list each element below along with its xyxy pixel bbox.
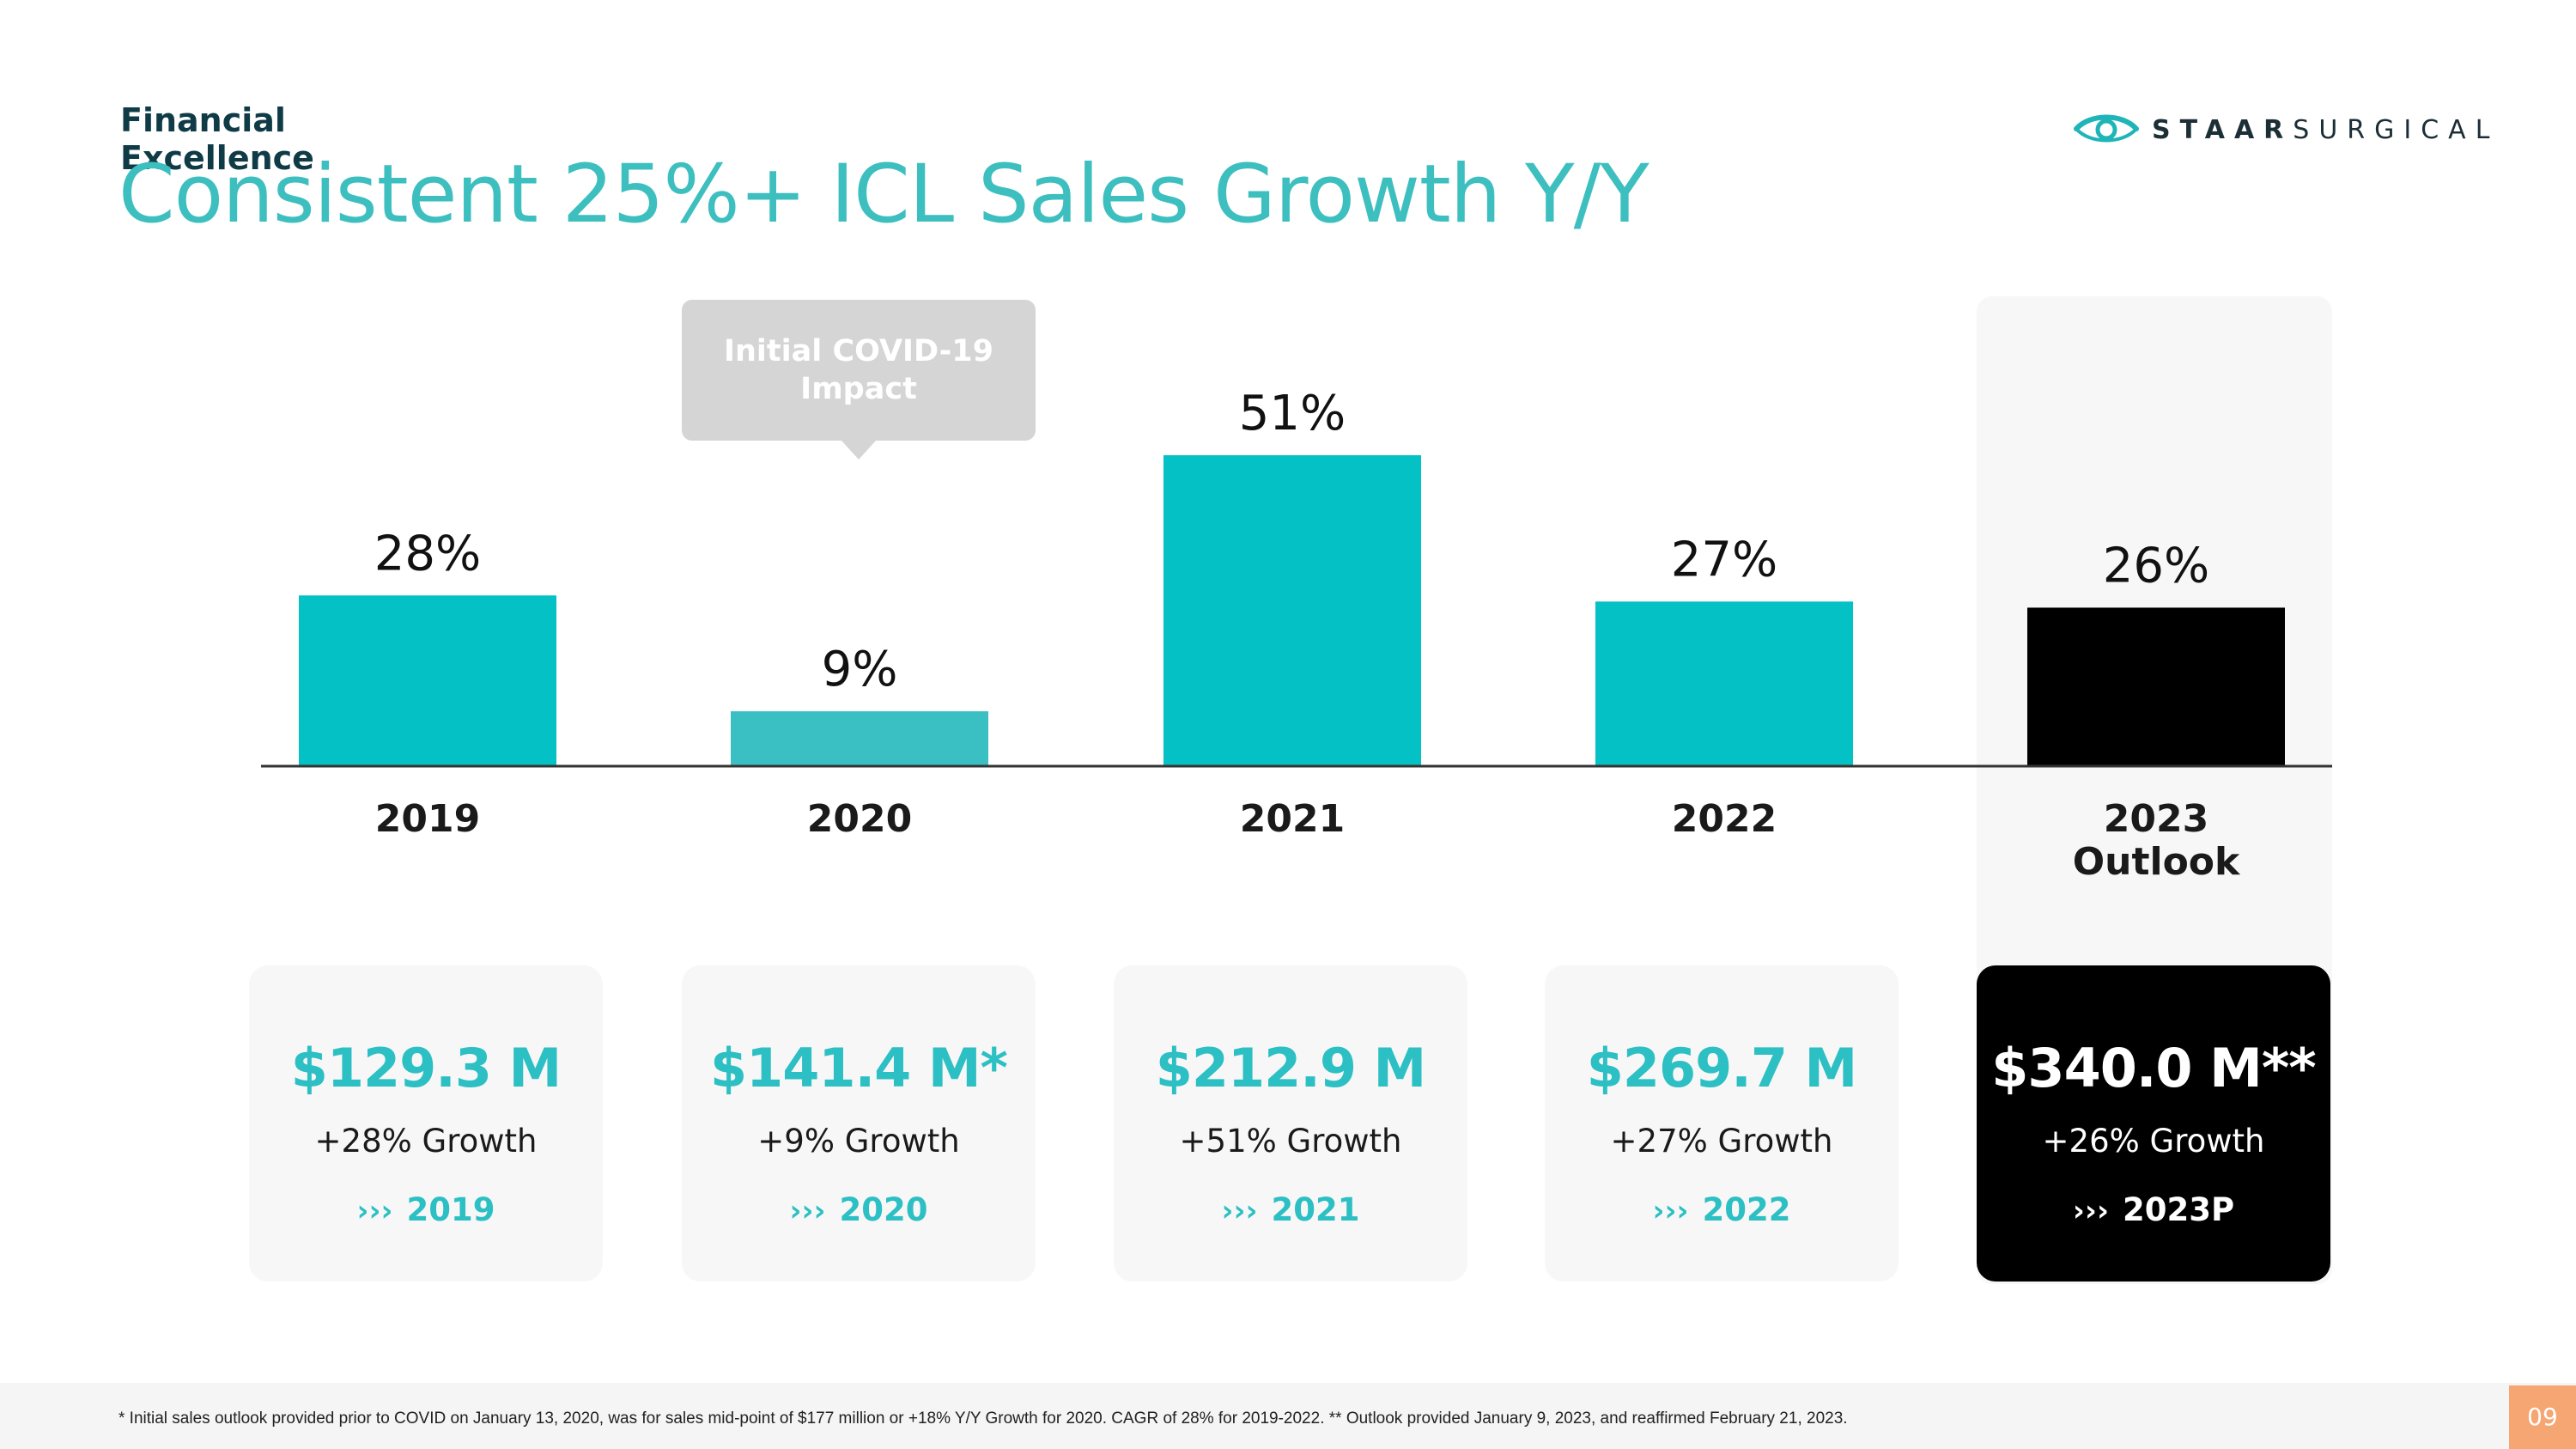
chevrons-icon: ›››: [789, 1194, 826, 1228]
bar-value-label: 28%: [374, 526, 481, 581]
category-label: Outlook: [2073, 840, 2241, 884]
bar-2021: [1163, 455, 1421, 766]
category-label: 2021: [1240, 797, 1345, 841]
card-growth: +27% Growth: [1610, 1123, 1833, 1160]
eye-logo-icon: [2074, 114, 2139, 143]
bar-2019: [299, 595, 556, 766]
revenue-card-2019: $129.3 M +28% Growth ››› 2019: [249, 965, 603, 1282]
section-label: Financial Excellence: [120, 101, 314, 177]
covid-impact-callout: Initial COVID-19 Impact: [682, 300, 1036, 460]
page-number: 09: [2509, 1385, 2576, 1449]
company-logo: STAARSURGICAL: [2073, 110, 2499, 149]
card-amount: $212.9 M: [1155, 1037, 1427, 1099]
bar-value-label: 51%: [1239, 386, 1346, 441]
bar-value-label: 9%: [822, 642, 898, 697]
bar-2022: [1595, 601, 1853, 766]
chevrons-icon: ›››: [356, 1194, 393, 1228]
page-title: Consistent 25%+ ICL Sales Growth Y/Y: [118, 148, 1649, 241]
bar-2020: [731, 711, 988, 766]
card-growth: +26% Growth: [2042, 1123, 2265, 1160]
card-year-link[interactable]: ››› 2021: [1221, 1191, 1360, 1228]
growth-bar-chart: 28% 2019 9% 2020 51% 2021 27% 2022 26% 2023Outloo…: [261, 386, 2332, 884]
category-label: 2020: [807, 797, 912, 841]
callout-text: Initial COVID-19 Impact: [723, 334, 993, 406]
card-year-link[interactable]: ››› 2020: [789, 1191, 928, 1228]
card-growth: +9% Growth: [757, 1123, 960, 1160]
chevrons-icon: ›››: [1652, 1194, 1689, 1228]
revenue-card-2020: $141.4 M* +9% Growth ››› 2020: [682, 965, 1036, 1282]
chevrons-icon: ›››: [2072, 1194, 2109, 1228]
card-amount: $269.7 M: [1586, 1037, 1858, 1099]
card-year-link[interactable]: ››› 2019: [356, 1191, 495, 1228]
category-label: 2023: [2104, 797, 2208, 841]
category-label: 2019: [375, 797, 480, 841]
bar-2023: [2027, 607, 2285, 766]
card-growth: +28% Growth: [314, 1123, 538, 1160]
revenue-card-2023: $340.0 M** +26% Growth ››› 2023P: [1977, 965, 2330, 1282]
card-amount: $340.0 M**: [1991, 1037, 2316, 1099]
card-amount: $129.3 M: [290, 1037, 562, 1099]
bar-value-label: 27%: [1671, 532, 1777, 588]
footnote: * Initial sales outlook provided prior t…: [118, 1409, 1848, 1428]
logo-wordmark: STAARSURGICAL: [2152, 114, 2500, 145]
card-growth: +51% Growth: [1179, 1123, 1402, 1160]
category-label: 2022: [1672, 797, 1777, 841]
card-year-link[interactable]: ››› 2022: [1652, 1191, 1791, 1228]
revenue-card-2021: $212.9 M +51% Growth ››› 2021: [1114, 965, 1467, 1282]
bar-value-label: 26%: [2103, 538, 2209, 594]
chevrons-icon: ›››: [1221, 1194, 1258, 1228]
card-amount: $141.4 M*: [710, 1037, 1008, 1099]
revenue-card-2022: $269.7 M +27% Growth ››› 2022: [1545, 965, 1899, 1282]
footer-bar: [0, 1383, 2576, 1449]
card-year-link[interactable]: ››› 2023P: [2072, 1191, 2235, 1228]
